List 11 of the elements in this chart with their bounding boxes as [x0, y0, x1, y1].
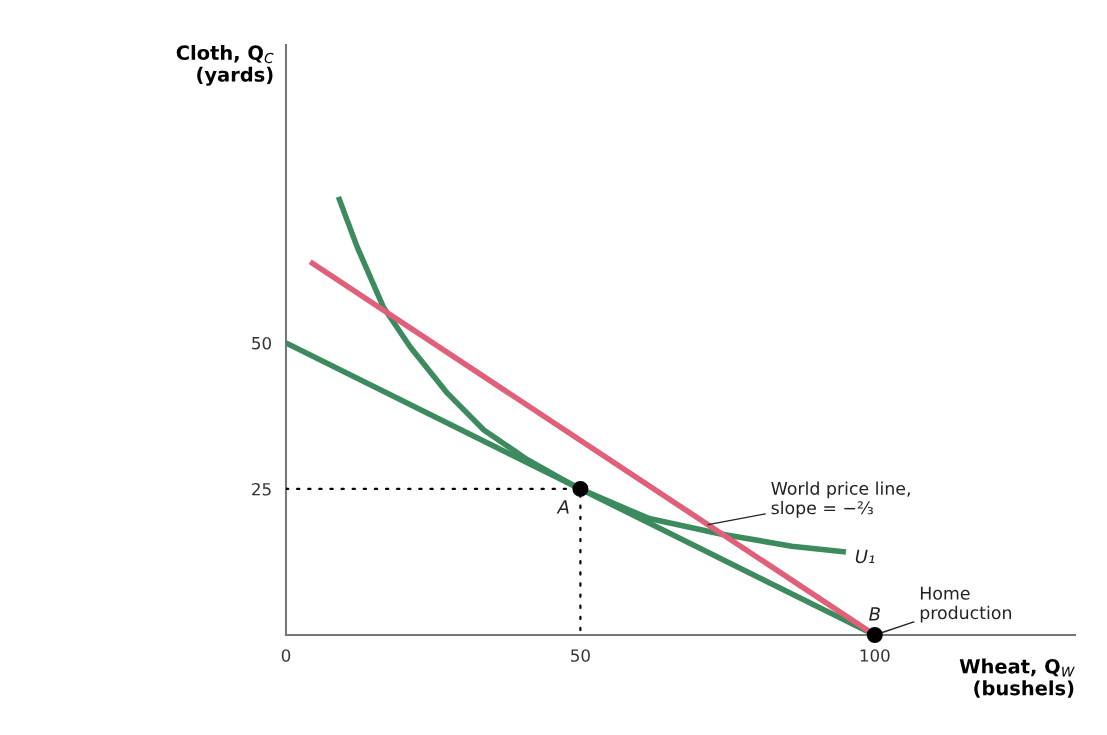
- y-tick-label: 25: [252, 482, 271, 496]
- x-axis-title: Wheat, Q$_{W}$ (bushels): [959, 658, 1075, 698]
- annotation: Home production: [920, 586, 1011, 623]
- annotation: A: [556, 500, 569, 514]
- series-label: U₁: [855, 549, 875, 564]
- x-tick-label: 50: [571, 649, 590, 662]
- x-tick-label: 100: [860, 649, 890, 662]
- x-tick-label: 0: [281, 649, 291, 662]
- annotation: World price line, slope = −⅔: [771, 481, 910, 518]
- annotation: B: [869, 607, 880, 621]
- y-axis-title: Cloth, Q$_{C}$ (yards): [176, 45, 274, 86]
